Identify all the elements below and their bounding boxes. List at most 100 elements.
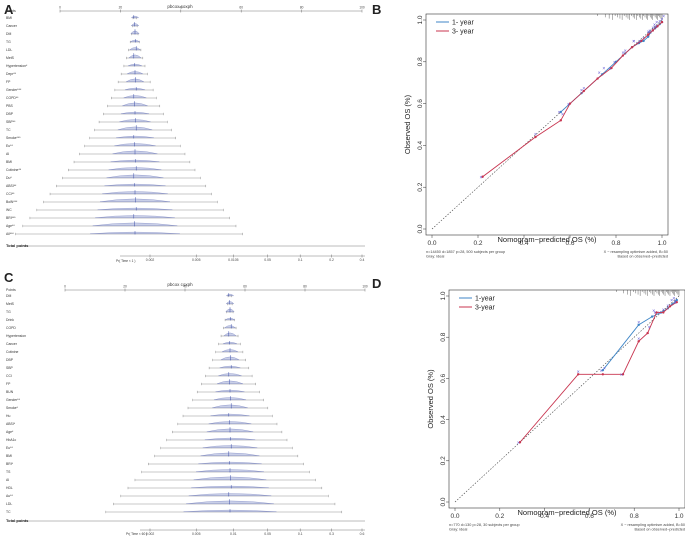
nomogram-density-shape <box>97 207 173 210</box>
nomogram-variable-label: Cancer <box>6 24 18 28</box>
x-tick-label: 0.2 <box>495 513 504 520</box>
optimism-marker: × <box>517 440 520 446</box>
optimism-marker: × <box>613 60 616 66</box>
nomogram-variable-label: Eu** <box>6 144 13 148</box>
nomogram-variable-label: Eu** <box>6 446 13 450</box>
y-axis-label: Observed OS (%) <box>426 369 435 429</box>
a-risk-tick-label: 0.1 <box>298 258 303 262</box>
c-risk-tick-label: 0.1 <box>298 532 303 536</box>
nomogram-variable-label: Hu <box>6 414 10 418</box>
a-top-tick-label: 100 <box>359 6 365 10</box>
optimism-marker: × <box>602 66 605 72</box>
nomogram-a-title: pbcox coxph <box>167 4 193 9</box>
nomogram-a-top-label: Points <box>6 9 16 13</box>
optimism-marker: × <box>608 66 611 72</box>
series-point-1 <box>668 305 672 308</box>
series-point-1 <box>646 331 649 335</box>
optimism-marker: × <box>654 311 657 317</box>
c-risk-tick-label: 0.01 <box>230 532 237 536</box>
series-point-1 <box>582 89 585 93</box>
x-tick-label: 1.0 <box>657 240 666 247</box>
series-point-1 <box>518 441 522 444</box>
optimism-marker: × <box>662 307 665 313</box>
series-point-0 <box>650 315 654 318</box>
optimism-marker: × <box>624 48 627 54</box>
nomogram-c-top-label: Points <box>6 288 16 292</box>
legend-label-1: 3- year <box>452 29 474 36</box>
nomogram-c: pbcox coxph Points 0 20 40 60 80 100 DM MetS TG… <box>6 282 368 536</box>
footnote-right: X − resampling optimism added, B=50 <box>621 523 685 527</box>
nomogram-variable-label: DM <box>6 32 11 36</box>
optimism-marker: × <box>638 39 641 45</box>
series-point-1 <box>534 135 537 139</box>
nomogram-variable-label: BMI <box>6 160 12 164</box>
footnote-right: Based on observed−predicted <box>634 528 685 532</box>
nomogram-density-shape <box>208 421 252 424</box>
series-point-1 <box>655 311 658 314</box>
optimism-marker: × <box>670 298 673 304</box>
nomogram-density-shape <box>119 119 151 122</box>
a-top-tick-label: 60 <box>239 6 243 10</box>
nomogram-variable-label: LDL <box>6 48 12 52</box>
a-top-tick-label: 80 <box>300 6 304 10</box>
y-tick-label: 0.0 <box>417 224 424 233</box>
nomogram-density-shape <box>193 476 267 480</box>
panel-letter-a: A <box>4 2 14 17</box>
nomogram-c-risk-label: Pr( Time < 60 ) <box>126 532 147 536</box>
nomogram-variable-label: FP <box>6 382 11 386</box>
x-tick-label: 0.0 <box>450 513 459 520</box>
plot-frame <box>448 289 685 509</box>
nomogram-variable-label: Depr** <box>6 72 17 76</box>
nomogram-density-shape <box>224 317 236 320</box>
nomogram-density-shape <box>104 183 166 186</box>
nomogram-variable-label: Age* <box>6 430 14 434</box>
nomogram-variable-label: MetS <box>6 302 15 306</box>
a-risk-tick-label: 0.0105 <box>228 258 238 262</box>
optimism-marker: × <box>658 311 661 317</box>
series-point-1 <box>662 311 665 314</box>
x-tick-label: 0.8 <box>611 240 620 247</box>
series-point-1 <box>596 77 599 80</box>
nomogram-density-shape <box>123 95 147 98</box>
nomogram-density-shape <box>114 143 156 146</box>
optimism-marker: × <box>672 296 675 302</box>
nomogram-density-shape <box>125 78 145 82</box>
nomogram-density-shape <box>92 222 178 226</box>
legend-label-1: 3-year <box>475 305 496 312</box>
a-risk-tick-label: 0.2 <box>329 258 334 262</box>
optimism-marker: × <box>534 132 537 138</box>
nomogram-variable-label: Au** <box>6 494 13 498</box>
series-point-1 <box>651 29 654 32</box>
legend-label-0: 1- year <box>452 20 474 27</box>
y-tick-label: 0.4 <box>440 415 447 424</box>
nomogram-variable-label: SBP** <box>6 120 16 124</box>
nomogram-variable-label: Smoke*** <box>6 136 21 140</box>
optimism-marker: × <box>632 39 635 45</box>
y-tick-label: 0.6 <box>440 374 447 383</box>
a-risk-tick-label: 0.05 <box>264 258 271 262</box>
nomogram-a-total-label: Total points <box>6 243 29 248</box>
series-point-1 <box>630 45 634 49</box>
nomogram-variable-label: Age** <box>6 224 15 228</box>
nomogram-variable-label: Cancer <box>6 342 18 346</box>
a-top-tick-label: 0 <box>59 6 61 10</box>
optimism-marker: × <box>637 320 640 326</box>
y-tick-label: 0.2 <box>440 456 447 465</box>
optimism-marker: × <box>655 20 658 26</box>
series-point-0 <box>642 39 645 43</box>
nomogram-density-shape <box>129 47 141 50</box>
nomogram-variable-label: Ail*** <box>6 232 14 236</box>
nomogram-variable-label: CCI** <box>6 192 15 196</box>
panel-letter-d: D <box>372 276 382 291</box>
optimism-marker: × <box>648 29 651 35</box>
y-tick-label: 1.0 <box>440 291 447 300</box>
calibration-plot-b: 0.0 0.2 0.4 0.6 0.8 1.00.00.20.40.60.81.0××××… <box>403 13 669 259</box>
series-point-1 <box>656 25 659 28</box>
c-risk-tick-label: 0.6 <box>360 532 365 536</box>
optimism-marker: × <box>658 19 661 25</box>
nomogram-variable-label: SBP <box>6 366 14 370</box>
nomogram-variable-label: Gender*** <box>6 88 22 92</box>
nomogram-variable-label: DBP <box>6 112 14 116</box>
nomogram-density-shape <box>223 332 237 336</box>
series-line-1 <box>482 21 663 178</box>
